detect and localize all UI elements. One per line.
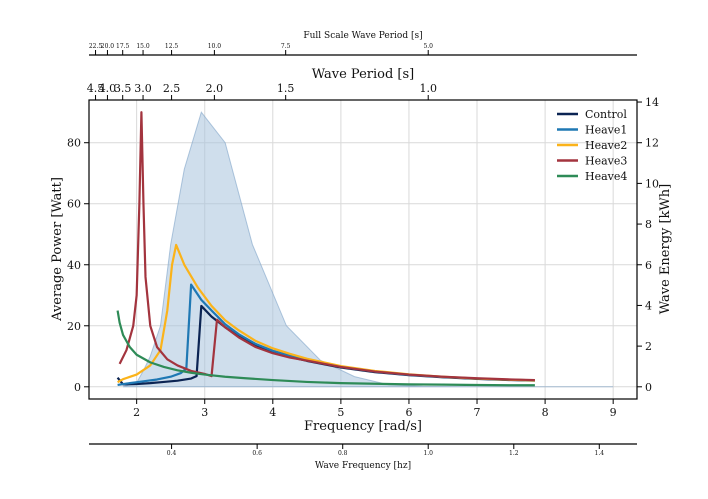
bottom-outer-axis-label: Wave Frequency [hz]	[315, 461, 411, 471]
y-tick-label-left: 60	[67, 198, 81, 211]
x-tick-label: 5	[337, 406, 344, 419]
x-tick-label: 7	[474, 406, 481, 419]
series-layer	[116, 111, 535, 387]
axes-layer: 2 3 4 5 6 7 8 9 0 20 40 60 80 0 2 4 6 8 10 12 14 4.54.03.5 3.0…	[67, 43, 659, 457]
series-line-heave4	[116, 310, 535, 387]
x-tick-label: 6	[405, 406, 412, 419]
legend-label-heave4: Heave4	[585, 170, 627, 183]
y-tick-label-right: 0	[645, 381, 652, 394]
y-tick-label-right: 10	[645, 177, 659, 190]
top-outer-tick-label: 7.5	[281, 43, 291, 50]
x-tick-label: 4	[269, 406, 276, 419]
top-outer-axis-label: Full Scale Wave Period [s]	[303, 31, 422, 41]
bottom-outer-tick-label: 1.4	[595, 450, 605, 457]
top-inner-axis-label: Wave Period [s]	[312, 67, 414, 82]
top-outer-tick-label: 12.5	[165, 43, 179, 50]
x-axis-label: Frequency [rad/s]	[304, 419, 422, 434]
y-axis-label-right: Wave Energy [kWh]	[658, 184, 673, 314]
y-axis-label-left: Average Power [Watt]	[50, 177, 65, 322]
y-tick-label-right: 14	[645, 96, 659, 109]
top-outer-tick-label: 15.0	[136, 43, 150, 50]
bottom-outer-tick-label: 1.0	[423, 450, 433, 457]
top-inner-tick-label: 4.5	[87, 82, 105, 95]
top-inner-tick-label: 2.5	[163, 82, 181, 95]
energy-area-layer	[122, 111, 614, 388]
y-tick-label-right: 12	[645, 137, 659, 150]
y-tick-label-right: 8	[645, 218, 652, 231]
x-tick-label: 8	[542, 406, 549, 419]
bottom-outer-tick-label: 0.8	[338, 450, 348, 457]
plot-frame	[88, 99, 638, 400]
top-inner-tick-label: 1.0	[419, 82, 437, 95]
x-tick-label: 9	[610, 406, 617, 419]
legend-label-heave1: Heave1	[585, 124, 627, 137]
legend: Control Heave1 Heave2 Heave3 Heave4	[557, 108, 627, 183]
top-outer-tick-label: 20.0	[101, 43, 115, 50]
top-inner-tick-label: 3.0	[134, 82, 152, 95]
y-tick-label-left: 0	[74, 381, 81, 394]
top-outer-tick-label: 17.5	[116, 43, 130, 50]
top-outer-tick-label: 5.0	[423, 43, 433, 50]
legend-label-control: Control	[585, 108, 627, 121]
bottom-outer-tick-label: 0.4	[167, 450, 177, 457]
legend-label-heave3: Heave3	[585, 155, 627, 168]
y-tick-label-left: 80	[67, 137, 81, 150]
y-tick-label-right: 2	[645, 340, 652, 353]
top-outer-tick-label: 10.0	[208, 43, 222, 50]
top-inner-tick-label: 4.0	[99, 82, 117, 95]
top-inner-tick-label: 3.5	[114, 82, 132, 95]
x-tick-label: 3	[201, 406, 208, 419]
y-tick-label-left: 40	[67, 259, 81, 272]
x-tick-label: 2	[133, 406, 140, 419]
bottom-outer-tick-label: 1.2	[509, 450, 519, 457]
top-inner-tick-label: 1.5	[277, 82, 295, 95]
bottom-outer-tick-label: 0.6	[252, 450, 262, 457]
y-tick-label-left: 20	[67, 320, 81, 333]
wave-energy-area	[122, 111, 614, 388]
top-outer-tick-label: 22.5	[89, 43, 103, 50]
top-inner-tick-label: 2.0	[206, 82, 224, 95]
y-tick-label-right: 4	[645, 299, 652, 312]
legend-label-heave2: Heave2	[585, 139, 627, 152]
y-tick-label-right: 6	[645, 259, 652, 272]
